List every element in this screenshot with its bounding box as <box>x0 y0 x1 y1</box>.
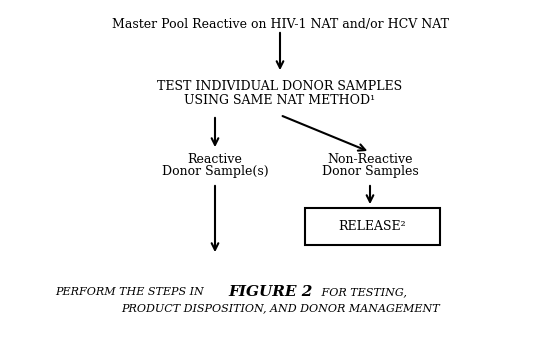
Text: RELEASE²: RELEASE² <box>338 220 406 233</box>
Text: FOR TESTING,: FOR TESTING, <box>318 287 407 297</box>
Text: TEST INDIVIDUAL DONOR SAMPLES: TEST INDIVIDUAL DONOR SAMPLES <box>157 80 403 93</box>
Text: Reactive: Reactive <box>188 153 242 166</box>
Text: PRODUCT DISPOSITION, AND DONOR MANAGEMENT: PRODUCT DISPOSITION, AND DONOR MANAGEMEN… <box>121 303 439 313</box>
Text: PERFORM THE STEPS IN: PERFORM THE STEPS IN <box>55 287 207 297</box>
Text: Donor Sample(s): Donor Sample(s) <box>162 165 268 178</box>
Text: Master Pool Reactive on HIV-1 NAT and/or HCV NAT: Master Pool Reactive on HIV-1 NAT and/or… <box>111 18 449 31</box>
Text: Donor Samples: Donor Samples <box>321 165 418 178</box>
Text: USING SAME NAT METHOD¹: USING SAME NAT METHOD¹ <box>184 94 376 107</box>
Text: Non-Reactive: Non-Reactive <box>327 153 413 166</box>
Bar <box>305 208 440 245</box>
Text: FIGURE 2: FIGURE 2 <box>228 285 312 299</box>
